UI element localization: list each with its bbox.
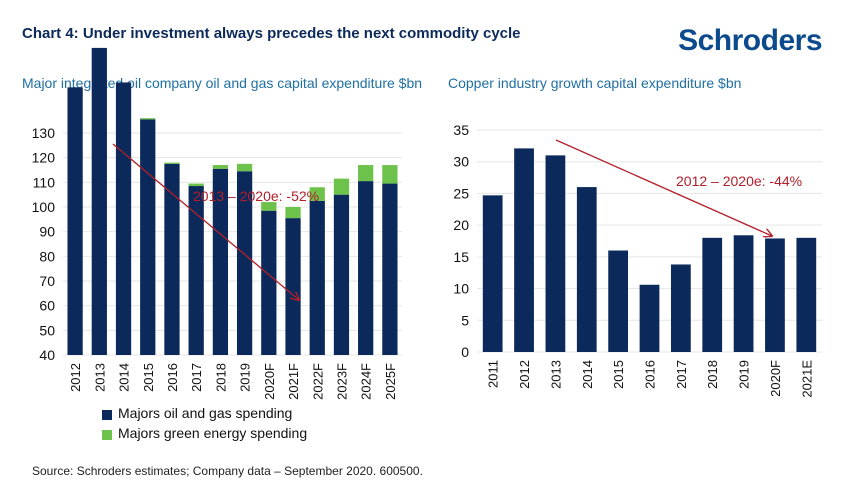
bar-green-2023F	[333, 178, 350, 195]
legend-green: Majors green energy spending	[118, 425, 308, 441]
x-tick-label: 2020F	[262, 363, 277, 400]
x-tick-label: 2017	[674, 360, 689, 389]
bar-main-2018	[212, 168, 229, 355]
legend-oil: Majors oil and gas spending	[118, 405, 293, 421]
x-tick-label: 2021F	[286, 363, 301, 400]
x-tick-label: 2016	[643, 360, 658, 389]
x-tick-label: 2019	[737, 360, 752, 389]
bar-main-2018	[702, 237, 723, 352]
schroders-logo: Schroders	[678, 24, 822, 57]
y-tick-label: 0	[461, 344, 469, 360]
y-tick-label: 50	[39, 322, 55, 338]
source-note: Source: Schroders estimates; Company dat…	[32, 464, 423, 478]
x-tick-label: 2022F	[310, 363, 325, 400]
x-tick-label: 2014	[117, 363, 132, 392]
bar-main-2013	[91, 47, 107, 356]
bar-green-2017	[188, 183, 204, 187]
chart-title: Chart 4: Under investment always precede…	[22, 25, 521, 42]
x-tick-label: 2015	[611, 360, 626, 389]
y-tick-label: 80	[39, 248, 55, 264]
legend-swatch-oil	[102, 410, 112, 420]
y-tick-label: 10	[453, 281, 469, 297]
bar-green-2025F	[382, 165, 398, 184]
right-chart-title: Copper industry growth capital expenditu…	[448, 75, 742, 91]
x-tick-label: 2013	[548, 360, 563, 389]
bar-main-2012	[67, 87, 83, 355]
bar-green-2018	[212, 165, 229, 169]
bar-main-2017	[670, 264, 691, 352]
y-tick-label: 70	[39, 273, 55, 289]
y-tick-label: 5	[461, 312, 469, 328]
y-tick-label: 60	[39, 298, 55, 314]
bar-main-2024F	[358, 181, 374, 355]
y-tick-label: 110	[33, 174, 56, 190]
trend-annotation: 2013 – 2020e: -52%	[193, 188, 319, 204]
bar-green-2020F	[261, 202, 277, 211]
x-tick-label: 2024F	[359, 363, 374, 400]
y-tick-label: 35	[453, 122, 469, 138]
y-tick-label: 40	[39, 347, 55, 363]
bar-main-2020F	[765, 238, 785, 352]
bar-main-2016	[639, 284, 660, 352]
bar-green-2019	[236, 163, 253, 172]
x-tick-label: 2011	[486, 360, 501, 388]
x-tick-label: 2016	[165, 363, 180, 392]
bar-green-2016	[164, 162, 180, 164]
x-tick-label: 2017	[189, 363, 204, 392]
bar-main-2015	[608, 250, 629, 352]
bar-green-2015	[140, 118, 156, 120]
y-tick-label: 20	[453, 217, 469, 233]
bar-main-2019	[733, 235, 754, 352]
bar-main-2020F	[261, 210, 277, 355]
x-tick-label: 2015	[141, 363, 156, 392]
legend-swatch-green	[102, 430, 112, 440]
bar-main-2016	[164, 163, 180, 355]
x-tick-label: 2018	[705, 360, 720, 389]
bar-main-2021E	[796, 237, 817, 352]
bar-main-2012	[514, 148, 534, 352]
x-tick-label: 2021E	[799, 360, 814, 398]
bar-main-2022F	[309, 200, 325, 355]
bar-main-2014	[576, 187, 597, 352]
y-tick-label: 30	[453, 154, 469, 170]
y-tick-label: 90	[39, 224, 55, 240]
bar-green-2022F	[309, 187, 325, 201]
bar-green-2024F	[358, 165, 374, 182]
y-tick-label: 130	[32, 125, 56, 141]
bar-main-2023F	[333, 194, 350, 355]
trend-arrow	[555, 139, 772, 236]
y-tick-label: 120	[32, 150, 56, 166]
bar-main-2014	[115, 82, 132, 355]
trend-annotation: 2012 – 2020e: -44%	[676, 173, 802, 189]
x-tick-label: 2012	[517, 360, 532, 389]
x-tick-label: 2020F	[768, 360, 783, 397]
bar-green-2021F	[285, 207, 301, 219]
x-tick-label: 2019	[238, 363, 253, 392]
bar-main-2025F	[382, 183, 398, 355]
y-tick-label: 15	[453, 249, 469, 265]
x-tick-label: 2014	[580, 360, 595, 389]
x-tick-label: 2012	[68, 363, 83, 392]
y-tick-label: 100	[32, 199, 56, 215]
trend-arrow	[112, 143, 299, 300]
bar-main-2015	[140, 119, 156, 355]
bar-main-2017	[188, 186, 204, 355]
x-tick-label: 2023F	[334, 363, 349, 400]
bar-main-2019	[236, 171, 253, 355]
x-tick-label: 2018	[213, 363, 228, 392]
x-tick-label: 2013	[92, 363, 107, 392]
bar-main-2011	[482, 195, 503, 352]
x-tick-label: 2025F	[383, 363, 398, 400]
bar-main-2013	[545, 155, 566, 352]
y-tick-label: 25	[453, 185, 469, 201]
bar-main-2021F	[285, 218, 301, 355]
